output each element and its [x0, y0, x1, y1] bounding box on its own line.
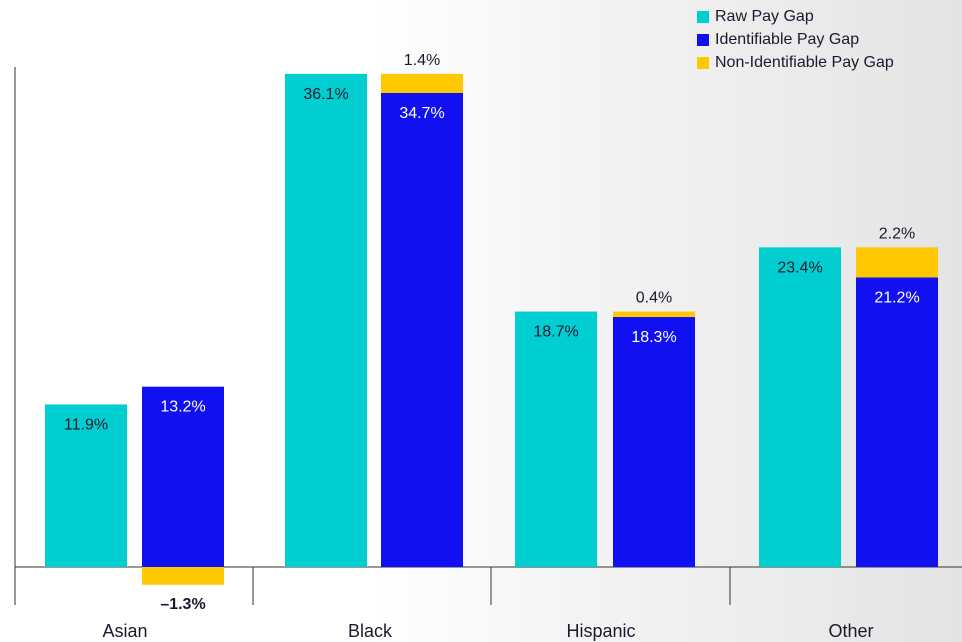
label-raw-other: 23.4% [777, 259, 822, 276]
category-label-asian: Asian [102, 621, 147, 641]
category-label-hispanic: Hispanic [566, 621, 635, 641]
label-raw-hispanic: 18.7% [533, 324, 578, 341]
bar-raw-black [285, 73, 367, 568]
legend: Raw Pay Gap Identifiable Pay Gap Non-Ide… [697, 7, 894, 73]
bar-raw-hispanic [515, 311, 597, 567]
label-non-identifiable-asian: –1.3% [160, 596, 205, 613]
label-raw-asian: 11.9% [64, 416, 108, 433]
legend-item-raw: Raw Pay Gap [697, 7, 894, 27]
label-identifiable-other: 21.2% [874, 289, 919, 306]
category-label-black: Black [348, 621, 393, 641]
legend-item-identifiable: Identifiable Pay Gap [697, 30, 894, 50]
label-non-identifiable-other: 2.2% [879, 225, 915, 242]
bar-identifiable-other [856, 277, 938, 567]
bar-non-identifiable-asian [142, 567, 224, 585]
legend-swatch-raw [697, 11, 709, 23]
bar-identifiable-black [381, 92, 463, 568]
bar-non-identifiable-black [381, 73, 463, 93]
legend-swatch-identifiable [697, 34, 709, 46]
legend-swatch-non-identifiable [697, 57, 709, 69]
legend-label-raw: Raw Pay Gap [715, 8, 814, 25]
label-raw-black: 36.1% [303, 86, 348, 103]
legend-label-non-identifiable: Non-Identifiable Pay Gap [715, 54, 894, 71]
label-non-identifiable-black: 1.4% [404, 52, 440, 69]
label-non-identifiable-hispanic: 0.4% [636, 290, 672, 307]
label-identifiable-asian: 13.2% [160, 399, 205, 416]
bar-raw-asian [45, 404, 127, 567]
bar-non-identifiable-hispanic [613, 311, 695, 318]
label-identifiable-black: 34.7% [399, 105, 444, 122]
label-identifiable-hispanic: 18.3% [631, 329, 676, 346]
bar-raw-other [759, 247, 841, 567]
legend-item-non-identifiable: Non-Identifiable Pay Gap [697, 53, 894, 73]
bar-identifiable-asian [142, 386, 224, 567]
legend-label-identifiable: Identifiable Pay Gap [715, 31, 860, 48]
bar-non-identifiable-other [856, 247, 938, 278]
category-label-other: Other [828, 621, 873, 641]
bar-identifiable-hispanic [613, 317, 695, 567]
